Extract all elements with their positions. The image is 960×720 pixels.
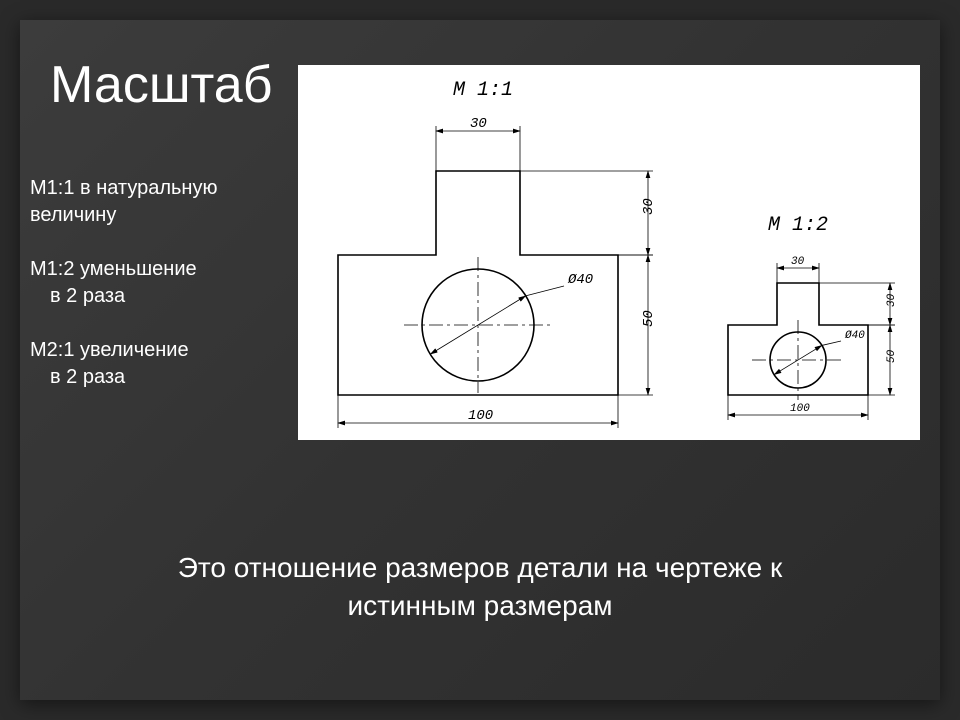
svg-text:30: 30 bbox=[470, 116, 487, 132]
desc-line bbox=[30, 310, 217, 337]
definition-text: Это отношение размеров детали на чертеже… bbox=[20, 549, 940, 625]
technical-drawing-figure: M 1:1 Ø40 100 30 30 50 M 1:2 Ø40 100 30 30 50 bbox=[298, 65, 920, 440]
svg-text:Ø40: Ø40 bbox=[844, 330, 865, 342]
page-title: Масштаб bbox=[50, 55, 272, 115]
drawing-right: M 1:2 Ø40 100 30 30 50 bbox=[728, 214, 898, 420]
footnote-line: Это отношение размеров детали на чертеже… bbox=[20, 549, 940, 587]
svg-text:Ø40: Ø40 bbox=[567, 272, 593, 288]
desc-line: М2:1 увеличение bbox=[30, 337, 217, 364]
svg-text:30: 30 bbox=[791, 256, 805, 268]
svg-text:50: 50 bbox=[886, 349, 898, 363]
desc-line: величину bbox=[30, 202, 217, 229]
desc-line: в 2 раза bbox=[30, 283, 217, 310]
desc-line: в 2 раза bbox=[30, 364, 217, 391]
svg-text:50: 50 bbox=[641, 310, 657, 327]
desc-line: М1:2 уменьшение bbox=[30, 256, 217, 283]
desc-line: М1:1 в натуральную bbox=[30, 175, 217, 202]
drawing-left: M 1:1 Ø40 100 30 30 50 bbox=[338, 79, 657, 428]
desc-line bbox=[30, 229, 217, 256]
svg-text:M 1:2: M 1:2 bbox=[768, 214, 828, 237]
scale-description: М1:1 в натуральную величину М1:2 уменьше… bbox=[30, 175, 217, 391]
svg-text:30: 30 bbox=[886, 293, 898, 307]
footnote-line: истинным размерам bbox=[20, 587, 940, 625]
svg-text:100: 100 bbox=[790, 403, 810, 415]
svg-text:100: 100 bbox=[468, 408, 493, 424]
drawing-svg: M 1:1 Ø40 100 30 30 50 M 1:2 Ø40 100 30 30 50 bbox=[298, 65, 920, 440]
svg-text:30: 30 bbox=[641, 198, 657, 215]
svg-text:M 1:1: M 1:1 bbox=[453, 79, 513, 102]
slide: Масштаб М1:1 в натуральную величину М1:2… bbox=[20, 20, 940, 700]
